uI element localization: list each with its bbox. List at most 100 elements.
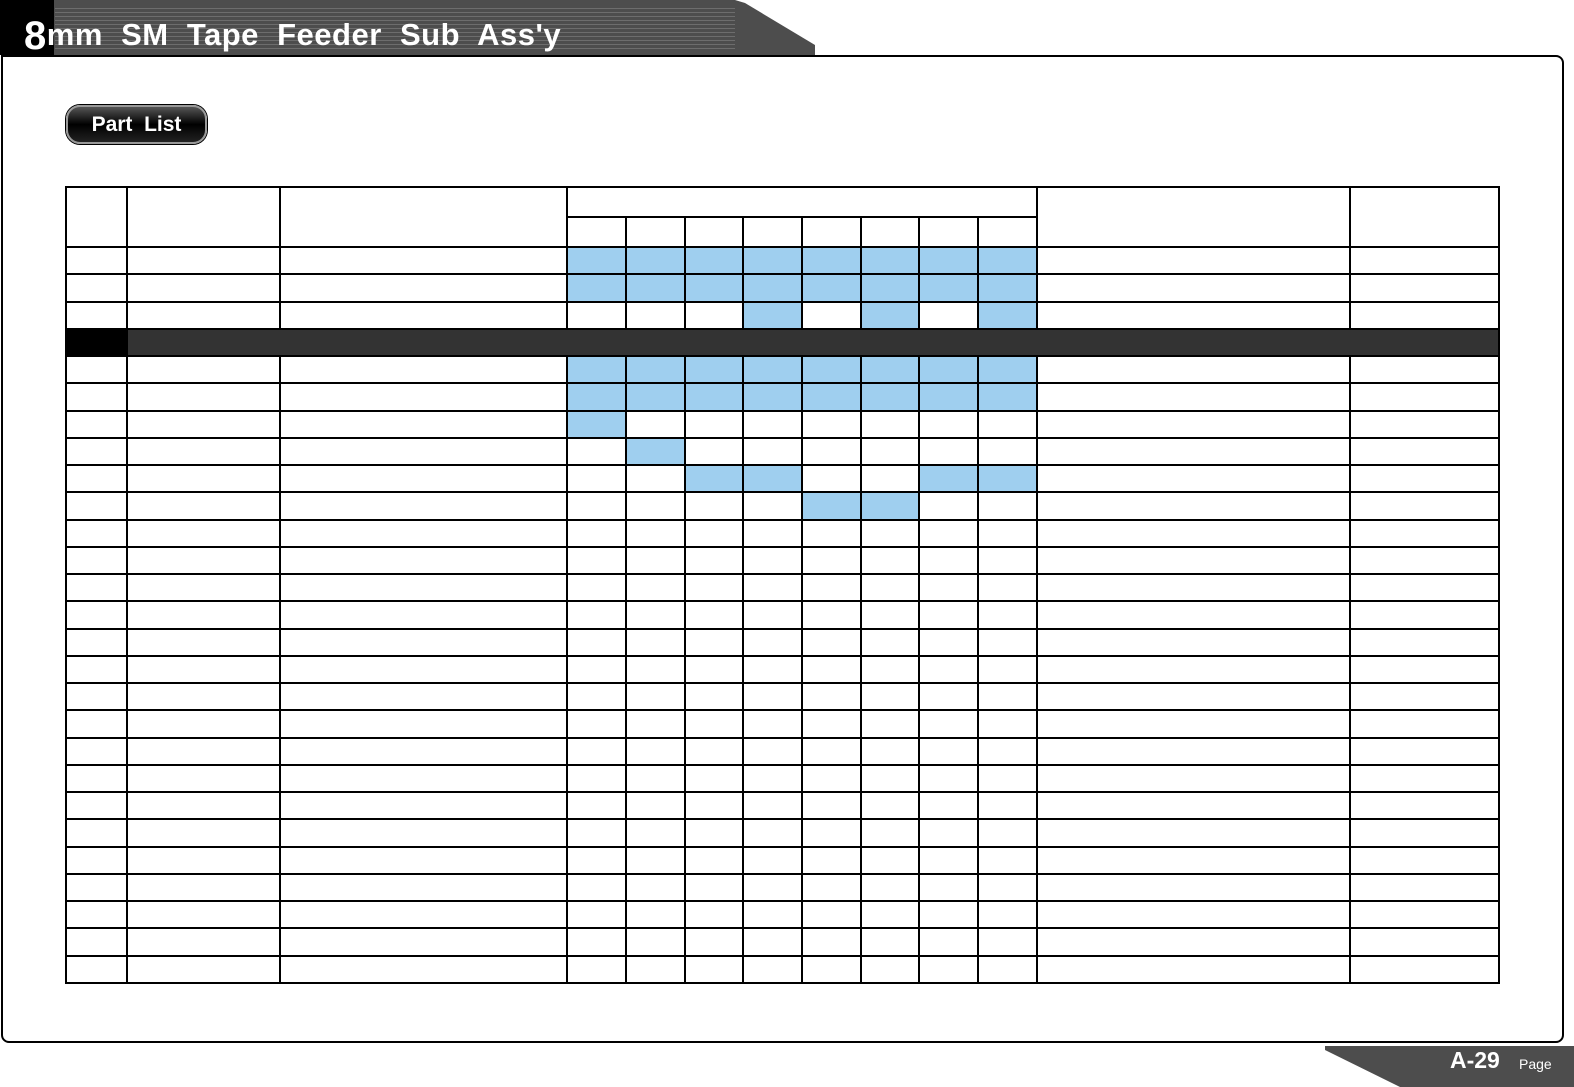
cell-spec (1036, 790, 1351, 821)
cell-highlight-marked (977, 245, 1038, 276)
cell-highlight (977, 818, 1038, 848)
cell-spec (1036, 600, 1351, 630)
cell-highlight (625, 763, 686, 794)
table-row (65, 763, 1500, 794)
cell-description (279, 709, 568, 739)
cell-highlight-marked (918, 463, 979, 494)
cell-no (65, 409, 128, 439)
cell-remark (1349, 736, 1500, 766)
cell-highlight (625, 654, 686, 685)
title-text: mm SM Tape Feeder Sub Ass'y (46, 17, 562, 52)
cell-description (279, 600, 568, 630)
cell-highlight-marked (801, 245, 862, 276)
title-number: 8 (24, 14, 47, 58)
cell-description (279, 654, 568, 685)
cell-highlight (566, 545, 627, 576)
cell-no (65, 572, 128, 603)
cell-description (279, 681, 568, 712)
cell-no (65, 818, 128, 848)
cell-highlight-marked (918, 354, 979, 385)
cell-highlight (860, 545, 920, 576)
table-row (65, 463, 1500, 494)
cell-description (279, 354, 568, 385)
cell-highlight (684, 545, 744, 576)
cell-highlight (918, 545, 979, 576)
cell-highlight-marked (977, 463, 1038, 494)
cell-no (65, 763, 128, 794)
cell-highlight (566, 790, 627, 821)
cell-highlight-marked (742, 382, 803, 412)
cell-part-no (126, 818, 281, 848)
cell-remark (1349, 927, 1500, 957)
cell-part-no (126, 491, 281, 521)
cell-remark (1349, 436, 1500, 467)
cell-highlight (977, 600, 1038, 630)
cell-part-no (126, 545, 281, 576)
section-marker (65, 327, 128, 358)
cell-part-no (126, 954, 281, 984)
header-cell (126, 186, 281, 248)
cell-highlight-marked (566, 382, 627, 412)
cell-highlight (566, 845, 627, 875)
cell-highlight (801, 300, 862, 330)
subheader-cell (860, 216, 920, 248)
cell-remark (1349, 818, 1500, 848)
cell-highlight (684, 818, 744, 848)
cell-highlight (801, 572, 862, 603)
cell-part-no (126, 463, 281, 494)
cell-no (65, 463, 128, 494)
cell-spec (1036, 463, 1351, 494)
cell-remark (1349, 545, 1500, 576)
table-row (65, 954, 1500, 984)
cell-remark (1349, 409, 1500, 439)
cell-highlight-marked (684, 382, 744, 412)
cell-highlight (860, 627, 920, 657)
cell-highlight-marked (860, 491, 920, 521)
cell-highlight (625, 491, 686, 521)
cell-highlight (684, 600, 744, 630)
header-group-cell (566, 186, 1038, 218)
cell-highlight (625, 572, 686, 603)
cell-highlight (625, 709, 686, 739)
cell-description (279, 872, 568, 903)
cell-remark (1349, 654, 1500, 685)
cell-part-no (126, 899, 281, 930)
cell-remark (1349, 845, 1500, 875)
cell-highlight (860, 845, 920, 875)
cell-highlight (566, 927, 627, 957)
cell-highlight (860, 463, 920, 494)
cell-highlight (801, 872, 862, 903)
cell-spec (1036, 300, 1351, 330)
cell-highlight (625, 409, 686, 439)
cell-highlight (801, 709, 862, 739)
cell-highlight (801, 463, 862, 494)
cell-spec (1036, 245, 1351, 276)
cell-part-no (126, 654, 281, 685)
cell-highlight-marked (625, 382, 686, 412)
cell-part-no (126, 436, 281, 467)
cell-highlight (860, 927, 920, 957)
cell-spec (1036, 518, 1351, 548)
part-list-badge: Part List (66, 105, 207, 144)
cell-highlight-marked (860, 382, 920, 412)
cell-highlight (801, 818, 862, 848)
table-row (65, 436, 1500, 467)
cell-highlight (801, 518, 862, 548)
table-row (65, 899, 1500, 930)
cell-highlight (801, 600, 862, 630)
subheader-cell (977, 216, 1038, 248)
cell-highlight (801, 545, 862, 576)
table-row (65, 572, 1500, 603)
cell-highlight-marked (566, 409, 627, 439)
title-bar (0, 0, 815, 55)
cell-highlight (684, 709, 744, 739)
cell-highlight (625, 463, 686, 494)
table-row (65, 845, 1500, 875)
cell-highlight (625, 954, 686, 984)
cell-highlight (918, 818, 979, 848)
cell-highlight (684, 518, 744, 548)
cell-highlight (801, 845, 862, 875)
cell-highlight (977, 572, 1038, 603)
cell-highlight (742, 845, 803, 875)
cell-highlight (977, 518, 1038, 548)
